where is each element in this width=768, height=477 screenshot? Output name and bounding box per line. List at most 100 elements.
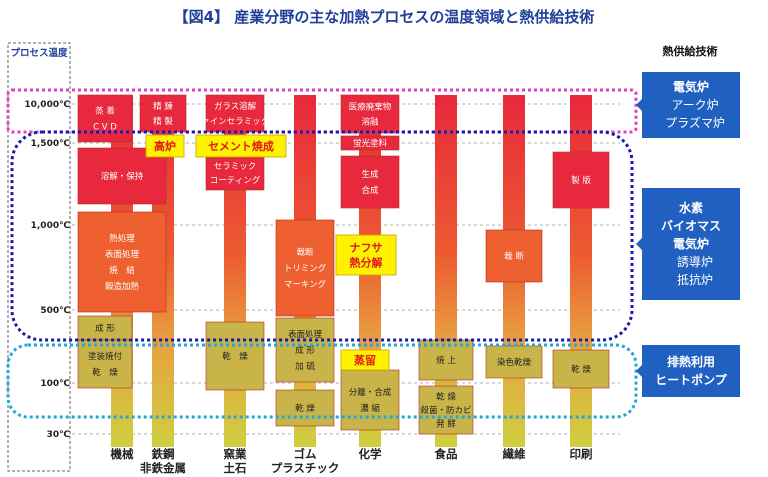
- process-label: 乾 燥: [436, 391, 456, 402]
- process-label: 乾 燥: [295, 403, 315, 414]
- axis-label-box: [7, 42, 71, 472]
- category-label-gomu: ゴム: [294, 447, 317, 461]
- panel-line: 誘導炉: [677, 255, 713, 269]
- process-box-rect: [340, 94, 400, 134]
- category-label-shokuhin: 食品: [435, 447, 458, 461]
- highlight-bg: [145, 134, 185, 158]
- highlight-label: 高炉: [145, 134, 185, 158]
- process-label: 加 硫: [295, 361, 315, 372]
- y-tick-label: 500℃: [40, 306, 70, 316]
- panel-arrow: [636, 238, 642, 250]
- y-tick-label: 30℃: [47, 430, 71, 440]
- highlight-text: 蒸留: [354, 353, 376, 367]
- process-label: 裁 断: [504, 251, 524, 262]
- process-box-rect: [77, 211, 167, 313]
- panel-line: 排熱利用: [667, 354, 715, 369]
- process-box: 溶解・保持: [77, 147, 167, 205]
- process-label: 製 版: [571, 175, 591, 186]
- process-box: 蒸 着 C V D: [77, 94, 133, 143]
- axis-label: プロセス温度: [10, 47, 68, 59]
- process-box-rect: [205, 155, 265, 191]
- process-label: 裁断: [296, 247, 314, 258]
- process-label: 成 形: [295, 345, 315, 356]
- process-box: 成 形: [77, 315, 133, 341]
- process-label: ガラス溶解: [214, 101, 257, 112]
- process-label: 溶解・保持: [101, 171, 144, 182]
- panel-arrow: [636, 365, 642, 377]
- process-box-rect: [275, 389, 335, 427]
- y-tick-label: 10,000℃: [24, 100, 70, 110]
- panel-line: 抵抗炉: [677, 272, 713, 287]
- process-label: 合成: [361, 185, 379, 196]
- process-box: 精 錬精 製: [139, 94, 187, 133]
- panel-bg: [642, 188, 740, 300]
- y-ticks: 10,000℃ 1,500℃ 1,000℃ 500℃ 100℃ 30℃: [24, 100, 70, 440]
- process-box-rect: [552, 151, 610, 209]
- heat-zone-0: [6, 88, 638, 134]
- process-box-rect: [205, 321, 265, 391]
- process-box-rect: [275, 219, 335, 317]
- process-box-rect: [77, 315, 133, 341]
- process-label: 蛍光塗料: [353, 138, 388, 149]
- panel-arrow: [636, 99, 642, 111]
- process-box-rect: [485, 229, 543, 283]
- process-label: 分離・合成: [349, 387, 392, 398]
- panel-line: 電気炉: [673, 79, 709, 94]
- process-label: 医療廃棄物: [349, 101, 392, 112]
- process-label: ファインセラミックス: [193, 117, 278, 127]
- y-tick-label: 100℃: [40, 379, 70, 389]
- panel-line: アーク炉: [671, 98, 718, 112]
- process-label: セラミック: [214, 162, 257, 172]
- process-label: マーキング: [284, 279, 327, 290]
- process-box-rect: [340, 135, 400, 151]
- process-label: 焼 結: [109, 265, 135, 276]
- process-box-rect: [485, 345, 543, 379]
- category-label-yogyo: 窯業: [224, 447, 247, 461]
- process-box-rect: [340, 369, 400, 431]
- highlight-bg: [195, 134, 287, 158]
- heat-zone-2: [6, 343, 638, 419]
- heat-supply-header: 熱供給技術: [663, 44, 718, 58]
- category-label-kagaku: 化学: [359, 447, 382, 461]
- heat-zones: [6, 88, 638, 419]
- category-label-gomu: プラスチック: [271, 461, 340, 475]
- process-label: 乾 燥: [92, 367, 118, 378]
- category-label-insatsu: 印刷: [570, 447, 593, 461]
- process-box-rect: [418, 385, 474, 435]
- process-label: 濃 縮: [360, 403, 380, 414]
- process-box-rect: [340, 155, 400, 209]
- process-label: 乾 燥: [571, 364, 591, 375]
- category-label-kikai: 機械: [111, 447, 134, 461]
- process-label: 精 製: [153, 116, 173, 127]
- y-tick-label: 1,500℃: [31, 139, 70, 149]
- process-label: 精 錬: [153, 101, 173, 112]
- y-tick-label: 1,000℃: [31, 221, 70, 231]
- process-box-rect: [275, 317, 335, 383]
- category-label-tekko: 非鉄金属: [140, 461, 186, 475]
- highlight-text: 熱分解: [350, 256, 383, 270]
- category-label-seni: 繊維: [503, 447, 526, 461]
- process-box: 染色乾燥: [485, 345, 543, 379]
- process-label: 発 酵: [436, 420, 456, 430]
- process-box-rect: [139, 94, 187, 133]
- process-label: コーティング: [210, 175, 261, 186]
- process-box-rect: [552, 349, 610, 389]
- category-label-tekko: 鉄鋼: [152, 447, 175, 461]
- process-box: 分離・合成濃 縮: [340, 369, 400, 431]
- process-label: 塗装焼付: [88, 351, 123, 362]
- process-box: 裁 断: [485, 229, 543, 283]
